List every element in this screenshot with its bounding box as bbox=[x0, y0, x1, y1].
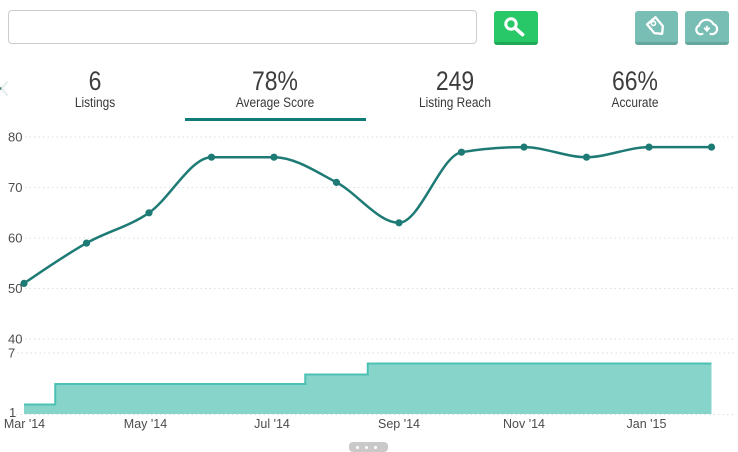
svg-text:Mar '14: Mar '14 bbox=[4, 417, 45, 431]
svg-text:80: 80 bbox=[8, 130, 22, 145]
svg-text:1: 1 bbox=[9, 405, 16, 420]
svg-text:Jul '14: Jul '14 bbox=[254, 417, 290, 431]
svg-text:60: 60 bbox=[8, 231, 22, 246]
svg-text:Nov '14: Nov '14 bbox=[503, 417, 545, 431]
svg-text:Sep '14: Sep '14 bbox=[378, 417, 420, 431]
svg-text:May '14: May '14 bbox=[124, 417, 167, 431]
svg-text:Jan '15: Jan '15 bbox=[627, 417, 667, 431]
svg-text:7: 7 bbox=[8, 346, 15, 361]
svg-text:50: 50 bbox=[8, 281, 22, 296]
svg-text:40: 40 bbox=[8, 332, 22, 347]
svg-text:70: 70 bbox=[8, 180, 22, 195]
